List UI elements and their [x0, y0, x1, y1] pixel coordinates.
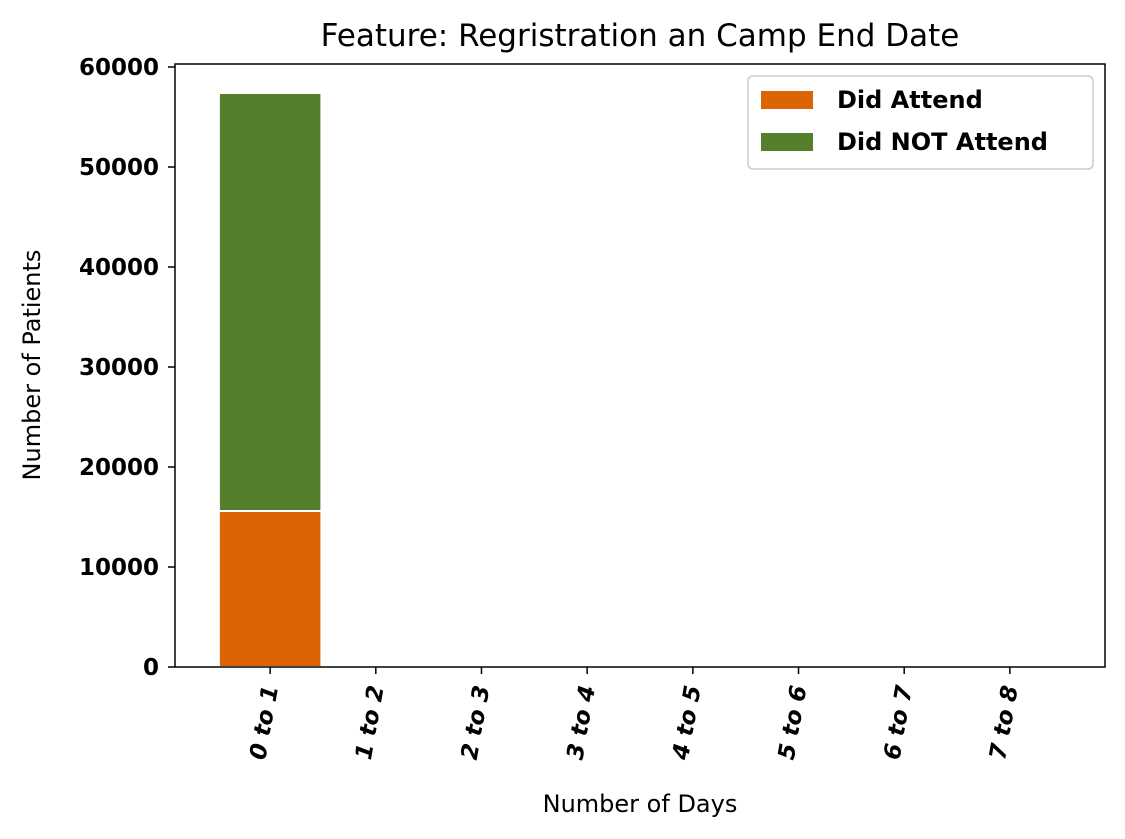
y-tick-label: 40000 — [79, 255, 159, 281]
bars-layer — [217, 92, 323, 668]
legend-box — [747, 75, 1094, 170]
x-tick-label: 7 to 8 — [985, 684, 1024, 762]
legend-swatch — [761, 91, 813, 109]
x-tick-label: 4 to 5 — [668, 684, 707, 763]
x-tick-label: 3 to 4 — [563, 684, 602, 762]
y-tick-label: 20000 — [79, 455, 159, 481]
y-axis: 0 10000 20000 30000 40000 50000 60000 — [79, 55, 175, 681]
bar-did-attend-0 — [217, 510, 323, 668]
y-tick-label: 0 — [143, 655, 159, 681]
x-tick-label: 6 to 7 — [880, 684, 919, 762]
legend-label: Did Attend — [837, 86, 983, 114]
bar-did-not-attend-0 — [217, 92, 323, 512]
x-tick-label: 2 to 3 — [457, 684, 496, 762]
x-tick-label: 0 to 1 — [245, 684, 284, 762]
x-axis: 0 to 1 1 to 2 2 to 3 3 to 4 4 to 5 5 to 6 6 to… — [245, 667, 1024, 763]
x-tick-label: 1 to 2 — [351, 684, 390, 762]
y-axis-label: Number of Patients — [18, 250, 46, 481]
y-tick-label: 30000 — [79, 355, 159, 381]
y-tick-label: 60000 — [79, 55, 159, 81]
y-tick-label: 50000 — [79, 155, 159, 181]
x-tick-label: 5 to 6 — [774, 684, 813, 762]
legend-label: Did NOT Attend — [837, 128, 1048, 156]
y-tick-label: 10000 — [79, 555, 159, 581]
x-axis-label: Number of Days — [543, 790, 738, 818]
legend: Did Attend Did NOT Attend — [747, 75, 1094, 170]
chart-title: Feature: Regristration an Camp End Date — [321, 18, 960, 54]
plot-frame — [174, 63, 1106, 668]
legend-swatch — [761, 133, 813, 151]
